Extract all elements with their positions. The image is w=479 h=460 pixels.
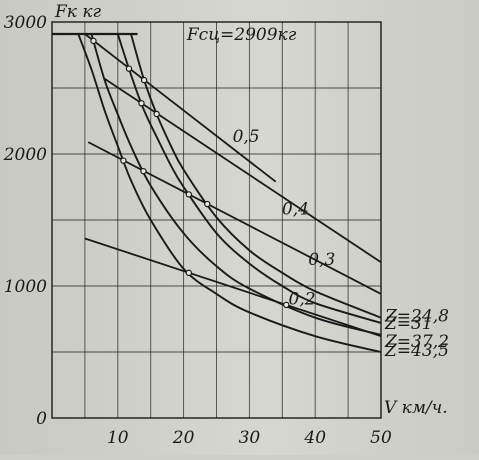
curve-line — [90, 33, 382, 336]
coefficient-label: 0,2 — [289, 289, 316, 309]
x-tick-label: 50 — [370, 428, 392, 448]
intersection-point — [185, 269, 193, 277]
intersection-point — [140, 167, 147, 175]
coefficient-line — [104, 78, 382, 263]
axes-layer — [51, 21, 382, 419]
x-axis-title: V км/ч. — [384, 398, 448, 418]
grid-layer — [52, 22, 381, 418]
curve-line — [130, 33, 382, 319]
x-tick-label: 10 — [107, 428, 129, 448]
curve-label: Z=24,8 — [384, 307, 449, 327]
y-tick-label: 3000 — [4, 13, 47, 33]
plot-frame — [51, 21, 382, 419]
coefficient-label: 0,5 — [233, 127, 260, 147]
coefficient-line — [84, 237, 382, 338]
coefficient-label: 0,3 — [308, 250, 335, 270]
y-axis-title: Fк кг — [54, 2, 102, 22]
data-layer — [52, 32, 382, 353]
coefficient-line — [84, 33, 277, 183]
intersection-point — [90, 37, 97, 45]
intersection-point — [120, 157, 127, 164]
curve-line — [77, 33, 382, 353]
intersection-point — [125, 65, 133, 72]
y-tick-label: 1000 — [4, 277, 47, 297]
label-layer: Fк кг V км/ч. Fсц=2909кг 0 1000 2000 3000 10… — [3, 2, 449, 448]
intersection-point — [185, 191, 193, 198]
intersection-point — [153, 110, 160, 118]
intersection-point — [283, 301, 290, 309]
y-tick-label: 2000 — [3, 145, 47, 165]
y-tick-label: 0 — [36, 409, 47, 429]
x-tick-label: 40 — [303, 428, 326, 448]
adhesion-limit-label: Fсц=2909кг — [186, 25, 297, 45]
coefficient-label: 0,4 — [282, 200, 309, 220]
curve-label: Z=31 — [384, 314, 433, 334]
curve-label: Z=43,5 — [384, 341, 449, 361]
x-tick-label: 30 — [239, 428, 261, 448]
curve-label: Z=37,2 — [384, 332, 449, 352]
intersection-point — [140, 76, 148, 84]
intersection-point — [138, 100, 145, 107]
coefficient-line — [87, 141, 382, 295]
intersection-point — [204, 200, 211, 208]
x-tick-label: 20 — [172, 428, 195, 448]
